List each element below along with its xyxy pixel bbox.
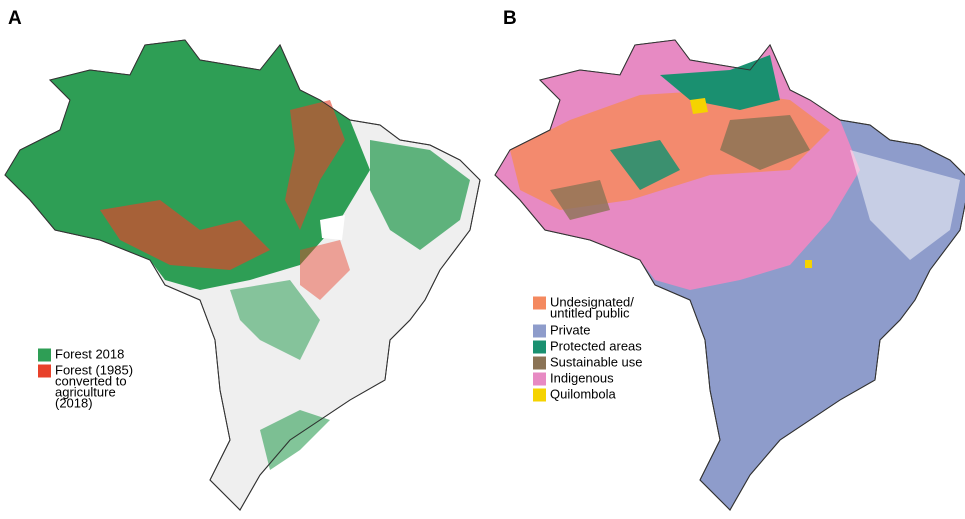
- legend-label: Private: [550, 322, 590, 337]
- legend-label: Forest 2018: [55, 346, 124, 361]
- legend-label: Indigenous: [550, 370, 614, 385]
- legend-label: agriculture: [55, 384, 116, 399]
- panel-label: A: [8, 8, 22, 29]
- legend-label: Protected areas: [550, 338, 642, 353]
- legend-swatch: [38, 364, 51, 378]
- legend: Undesignated/untitled public PrivateProte…: [533, 294, 643, 402]
- legend-swatch: [533, 296, 546, 310]
- legend-swatch: [533, 340, 546, 354]
- legend-swatch: [38, 348, 51, 362]
- legend-swatch: [533, 388, 546, 402]
- legend-swatch: [533, 324, 546, 338]
- legend-label: Sustainable use: [550, 354, 643, 369]
- map-a: [4, 39, 481, 511]
- legend-label: Forest (1985): [55, 362, 133, 377]
- legend-label: converted to: [55, 373, 127, 388]
- legend-swatch: [533, 356, 546, 370]
- legend-label: (2018): [55, 395, 93, 410]
- legend-label: untitled public: [550, 305, 630, 320]
- legend-label: Quilombola: [550, 386, 617, 401]
- map-b: [494, 39, 965, 511]
- legend-label: Undesignated/: [550, 294, 634, 309]
- panel-label: B: [503, 8, 517, 29]
- legend-swatch: [533, 372, 546, 386]
